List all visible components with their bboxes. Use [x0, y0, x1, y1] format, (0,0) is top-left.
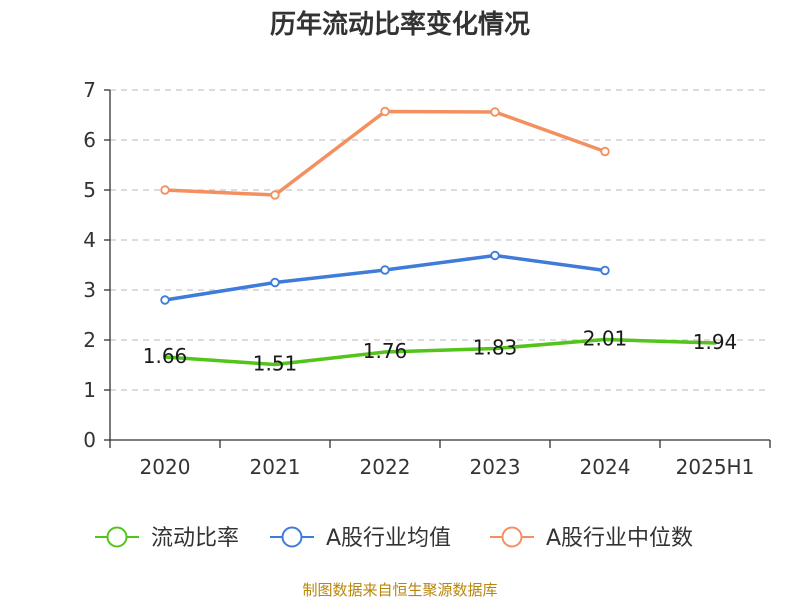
series-layer	[160, 106, 717, 367]
y-tick-label: 7	[83, 78, 96, 102]
source-note: 制图数据来自恒生聚源数据库	[302, 581, 497, 599]
data-label: 1.94	[693, 330, 738, 354]
series-line-1	[163, 253, 607, 302]
legend-label: A股行业均值	[326, 526, 451, 551]
x-tick-label: 2020	[140, 455, 191, 479]
data-point-2	[490, 107, 500, 117]
series-line-2	[163, 109, 607, 197]
x-tick-label: 2022	[360, 455, 411, 479]
x-tick-label: 2021	[250, 455, 301, 479]
data-point-2	[270, 190, 280, 200]
legend-label: A股行业中位数	[546, 526, 693, 551]
legend-swatch-marker	[281, 526, 303, 548]
data-point-1	[380, 265, 390, 275]
y-tick-label: 3	[83, 278, 96, 302]
x-tick-label: 2025H1	[676, 455, 755, 479]
axis-layer: 0 1 2 3 4 5 6 7 2020 2021 2022 2023 2024 2025H1	[83, 78, 771, 479]
y-tick-label: 0	[83, 428, 96, 452]
data-label: 1.83	[473, 336, 518, 360]
data-label-layer: 1.66 1.51 1.76 1.83 2.01 1.94	[143, 327, 738, 376]
data-label: 1.66	[143, 344, 188, 368]
grid-layer	[110, 89, 770, 391]
x-tick-label: 2024	[580, 455, 631, 479]
data-label: 2.01	[583, 327, 628, 351]
data-label: 1.51	[253, 352, 298, 376]
data-point-1	[160, 295, 170, 305]
y-tick-label: 2	[83, 328, 96, 352]
x-tick-label: 2023	[470, 455, 521, 479]
y-tick-label: 4	[83, 228, 96, 252]
data-point-1	[600, 265, 610, 276]
data-point-2	[160, 185, 170, 195]
data-point-1	[490, 250, 500, 261]
y-tick-label: 1	[83, 378, 96, 402]
data-point-2	[380, 106, 390, 117]
legend: 流动比率 A股行业均值 A股行业中位数	[95, 526, 693, 551]
y-tick-label: 6	[83, 128, 96, 152]
data-point-1	[270, 277, 280, 288]
legend-swatch-marker	[501, 526, 523, 548]
data-label: 1.76	[363, 339, 408, 363]
data-point-2	[600, 146, 610, 157]
chart-title: 历年流动比率变化情况	[270, 9, 530, 40]
legend-swatch-marker	[106, 526, 128, 548]
y-tick-label: 5	[83, 178, 96, 202]
series-line-0	[163, 337, 717, 367]
legend-label: 流动比率	[151, 526, 239, 551]
